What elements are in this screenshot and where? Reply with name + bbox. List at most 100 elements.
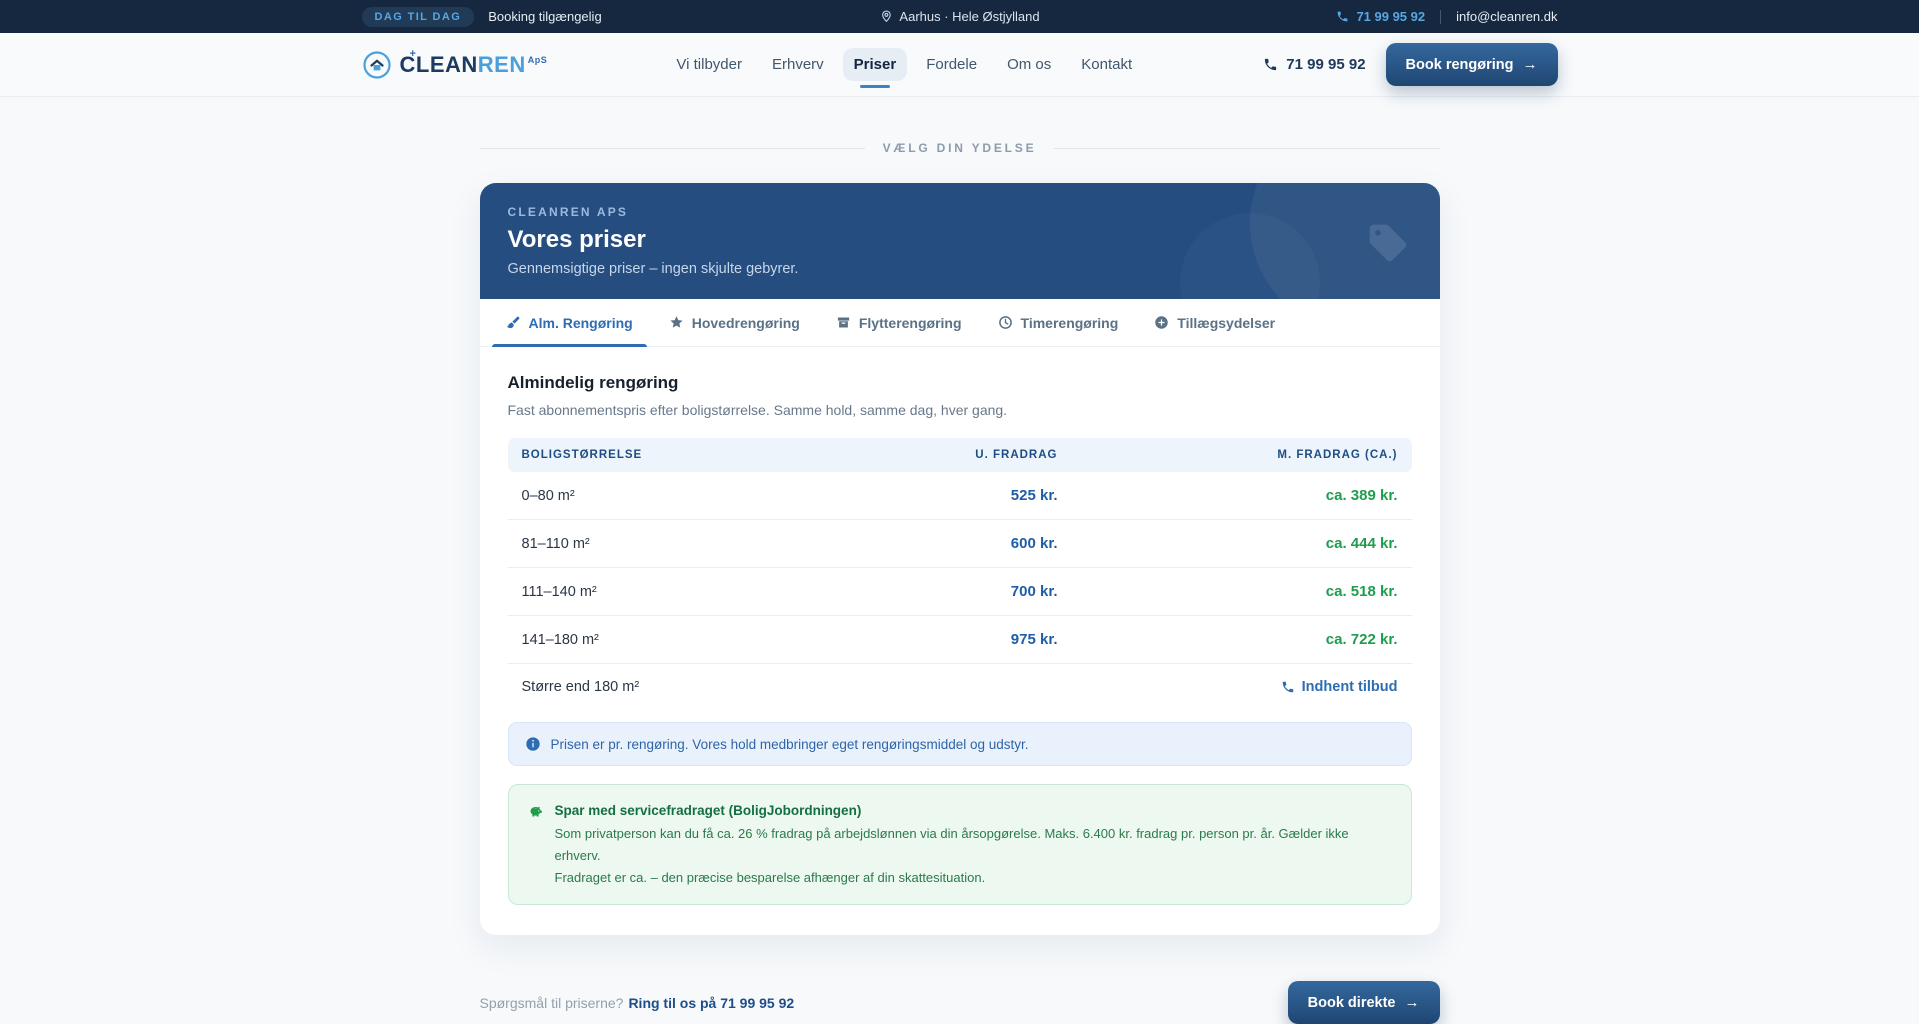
row-deducted: ca. 389 kr. [1325, 487, 1398, 504]
row-deducted: ca. 518 kr. [1325, 583, 1398, 600]
tab-flytterengøring[interactable]: Flytterengøring [822, 299, 976, 346]
row-price: 975 kr. [1010, 631, 1058, 648]
decorative-circle [1249, 183, 1440, 299]
arrow-right-icon: → [1404, 994, 1420, 1012]
nav-item-om-os[interactable]: Om os [1007, 56, 1052, 73]
price-note-text: Prisen er pr. rengøring. Vores hold medb… [550, 736, 1029, 752]
tab-panel: Almindelig rengøring Fast abonnementspri… [480, 347, 1440, 935]
clock-icon [998, 315, 1013, 330]
topbar: DAG TIL DAG Booking tilgængelig Aarhus ·… [0, 0, 1919, 33]
main-content: VÆLG DIN YDELSE CLEANREN APS Vores prise… [479, 141, 1440, 1024]
column-header-size: BOLIGSTØRRELSE [521, 449, 643, 461]
logo[interactable]: + CLEANREN ApS [362, 47, 548, 80]
row-price: 600 kr. [1010, 535, 1058, 552]
location-pin-icon [879, 10, 892, 23]
phone-icon [1336, 10, 1349, 23]
row-size: Større end 180 m² [521, 679, 640, 695]
nav-item-kontakt[interactable]: Kontakt [1081, 56, 1133, 73]
savings-line1: Som privatperson kan du få ca. 26 % frad… [554, 825, 1349, 864]
topbar-phone-number: 71 99 95 92 [1356, 9, 1426, 24]
book-direct-button[interactable]: Book direkte → [1287, 981, 1440, 1024]
divider-line [1054, 147, 1440, 149]
divider [1440, 9, 1442, 24]
book-direct-label: Book direkte [1307, 994, 1396, 1011]
tab-hovedrengøring[interactable]: Hovedrengøring [655, 299, 814, 346]
tab-timerengøring[interactable]: Timerengøring [984, 299, 1133, 346]
tab-label: Timerengøring [1020, 314, 1119, 331]
nav-item-priser[interactable]: Priser [842, 48, 908, 81]
page-title: Vores priser [507, 226, 646, 253]
savings-text: Spar med servicefradraget (BoligJobordni… [555, 800, 1393, 889]
service-area: Aarhus · Hele Østjylland [879, 9, 1040, 24]
panel-subtitle: Fast abonnementspris efter boligstørrels… [507, 402, 1008, 418]
section-label: VÆLG DIN YDELSE [479, 141, 1440, 155]
hero-subtitle: Gennemsigtige priser – ingen skjulte geb… [507, 261, 799, 277]
book-cleaning-button[interactable]: Book rengøring → [1385, 43, 1558, 86]
row-deducted: ca. 444 kr. [1325, 535, 1398, 552]
box-icon [836, 315, 851, 330]
row-deducted: ca. 722 kr. [1325, 631, 1398, 648]
header-phone-link[interactable]: 71 99 95 92 [1263, 56, 1366, 73]
arrow-right-icon: → [1522, 56, 1538, 73]
table-row-custom: Større end 180 m² Indhent tilbud [508, 664, 1412, 708]
footer-question: Spørgsmål til priserne? Ring til os på 71… [480, 995, 795, 1011]
brush-icon [506, 315, 521, 330]
table-body: 0–80 m² 525 kr. ca. 389 kr. 81–110 m² 600 kr… [507, 472, 1412, 664]
request-quote-link[interactable]: Indhent tilbud [1281, 679, 1398, 695]
tab-label: Alm. Rengøring [528, 314, 633, 331]
row-size: 141–180 m² [521, 631, 599, 648]
request-quote-label: Indhent tilbud [1301, 679, 1398, 695]
row-size: 81–110 m² [521, 535, 590, 552]
phone-icon [1281, 680, 1295, 694]
table-row: 0–80 m² 525 kr. ca. 389 kr. [507, 472, 1412, 520]
savings-line2: Fradraget er ca. – den præcise besparels… [554, 870, 986, 886]
row-size: 0–80 m² [521, 487, 575, 504]
nav-item-vi-tilbyder[interactable]: Vi tilbyder [676, 56, 742, 73]
table-row: 81–110 m² 600 kr. ca. 444 kr. [507, 520, 1412, 568]
row-size: 111–140 m² [521, 583, 597, 600]
savings-note: Spar med servicefradraget (BoligJobordni… [507, 784, 1412, 906]
service-tabs: Alm. Rengøring Hovedrengøring Flytterengør… [479, 299, 1440, 347]
cta-footer: Spørgsmål til priserne? Ring til os på 71… [480, 981, 1440, 1024]
site-header: + CLEANREN ApS Vi tilbyder Erhverv Priser Fo… [0, 33, 1919, 97]
hero-eyebrow: CLEANREN APS [507, 205, 629, 219]
price-note: Prisen er pr. rengøring. Vores hold medb… [507, 722, 1412, 766]
panel-title: Almindelig rengøring [507, 373, 679, 392]
savings-title: Spar med servicefradraget (BoligJobordni… [554, 803, 862, 818]
info-icon [525, 736, 541, 752]
nav-item-fordele[interactable]: Fordele [926, 56, 978, 73]
location-text: Aarhus · Hele Østjylland [899, 9, 1040, 24]
pricing-card: CLEANREN APS Vores priser Gennemsigtige … [479, 183, 1440, 936]
header-phone-number: 71 99 95 92 [1286, 56, 1366, 73]
tab-label: Tillægsydelser [1177, 314, 1276, 331]
pricing-table: BOLIGSTØRRELSE U. FRADRAG M. FRADRAG (CA… [507, 438, 1412, 708]
footer-question-text: Spørgsmål til priserne? [479, 994, 624, 1011]
hero-banner: CLEANREN APS Vores priser Gennemsigtige … [479, 183, 1440, 299]
section-label-text: VÆLG DIN YDELSE [882, 141, 1037, 155]
phone-icon [1263, 57, 1278, 72]
table-header: BOLIGSTØRRELSE U. FRADRAG M. FRADRAG (CA… [507, 438, 1412, 472]
house-logo-icon [362, 50, 392, 80]
topbar-phone-link[interactable]: 71 99 95 92 [1336, 9, 1425, 24]
logo-text: CLEANREN ApS [399, 51, 548, 77]
tab-label: Hovedrengøring [691, 314, 800, 331]
column-header-deducted: M. FRADRAG (CA.) [1277, 449, 1398, 461]
footer-phone-link[interactable]: Ring til os på 71 99 95 92 [628, 994, 795, 1011]
availability-text: Booking tilgængelig [488, 9, 602, 24]
plus-circle-icon [1154, 315, 1169, 330]
tab-alm-rengøring[interactable]: Alm. Rengøring [491, 299, 647, 347]
topbar-email-link[interactable]: info@cleanren.dk [1456, 9, 1558, 24]
main-nav: Vi tilbyder Erhverv Priser Fordele Om os Kont… [545, 48, 1263, 81]
sparkle-icon: + [409, 47, 416, 60]
table-row: 111–140 m² 700 kr. ca. 518 kr. [507, 568, 1412, 616]
piggy-bank-icon [527, 800, 544, 889]
price-tag-icon [1366, 221, 1410, 265]
row-price: 525 kr. [1010, 487, 1058, 504]
nav-item-erhverv[interactable]: Erhverv [771, 56, 824, 73]
row-price: 700 kr. [1010, 583, 1058, 600]
tab-tillægsydelser[interactable]: Tillægsydelser [1140, 299, 1289, 346]
table-row: 141–180 m² 975 kr. ca. 722 kr. [507, 616, 1412, 664]
star-icon [669, 315, 684, 330]
tab-label: Flytterengøring [858, 314, 962, 331]
divider-line [479, 147, 865, 149]
